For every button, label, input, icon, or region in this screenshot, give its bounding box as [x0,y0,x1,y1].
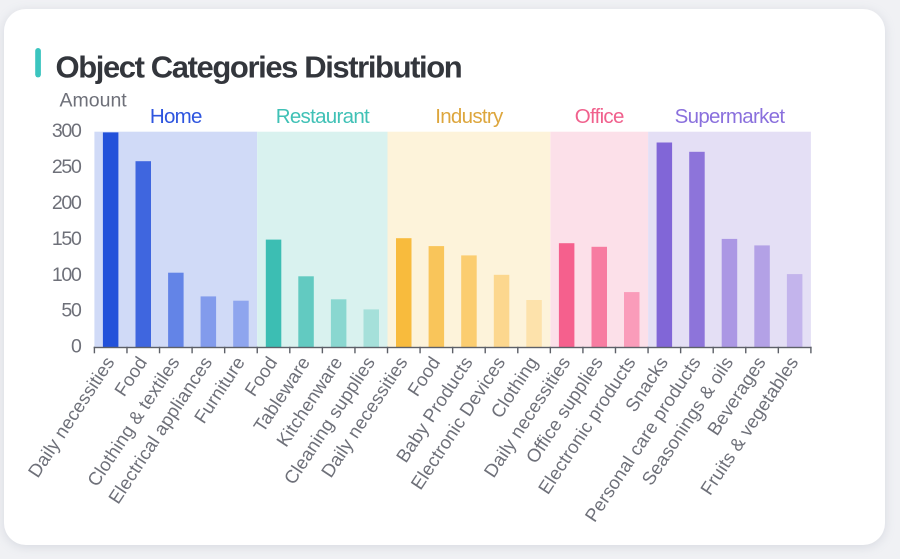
svg-text:0: 0 [71,336,82,358]
svg-text:Office: Office [575,105,624,128]
svg-text:300: 300 [52,120,82,142]
svg-text:Home: Home [150,105,202,128]
svg-text:150: 150 [52,228,82,250]
svg-text:100: 100 [52,264,82,286]
svg-text:Amount: Amount [60,89,128,111]
svg-text:250: 250 [52,156,82,178]
svg-text:Supermarket: Supermarket [675,105,786,128]
svg-text:Industry: Industry [435,105,504,128]
svg-text:Object Categories Distribution: Object Categories Distribution [56,50,462,85]
svg-text:200: 200 [52,192,82,214]
svg-text:50: 50 [61,300,82,322]
svg-text:Restaurant: Restaurant [276,105,370,128]
